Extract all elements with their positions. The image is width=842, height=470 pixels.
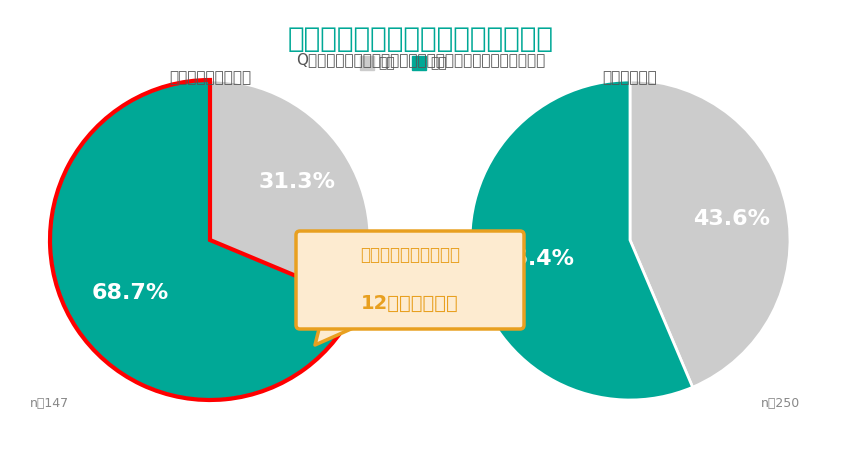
FancyBboxPatch shape	[296, 231, 524, 329]
Polygon shape	[315, 325, 360, 345]
Text: ある: ある	[378, 56, 395, 70]
Bar	[412, 56, 426, 70]
Text: n＝250: n＝250	[761, 397, 800, 410]
Text: その他の家庭: その他の家庭	[603, 70, 658, 85]
Text: 12ポイント高い: 12ポイント高い	[361, 293, 459, 313]
Text: Q：今年の夏休みのお出かけ予定について教えてください。: Q：今年の夏休みのお出かけ予定について教えてください。	[296, 52, 546, 67]
Wedge shape	[210, 80, 370, 302]
Text: 56.4%: 56.4%	[498, 249, 574, 269]
Text: 68.7%: 68.7%	[92, 283, 168, 303]
Text: n＝147: n＝147	[30, 397, 69, 410]
Text: 43.6%: 43.6%	[694, 209, 770, 229]
Bar	[360, 56, 374, 70]
Wedge shape	[630, 80, 790, 387]
Wedge shape	[50, 80, 358, 400]
Text: 経済的に困難な家庭が: 経済的に困難な家庭が	[360, 246, 460, 264]
Text: ない: ない	[430, 56, 447, 70]
Text: 経済的に困難な家庭: 経済的に困難な家庭	[169, 70, 251, 85]
Wedge shape	[470, 80, 693, 400]
Text: 31.3%: 31.3%	[258, 172, 335, 192]
Text: 今年の夏休みのお出かけ予定の有無: 今年の夏休みのお出かけ予定の有無	[288, 25, 554, 53]
